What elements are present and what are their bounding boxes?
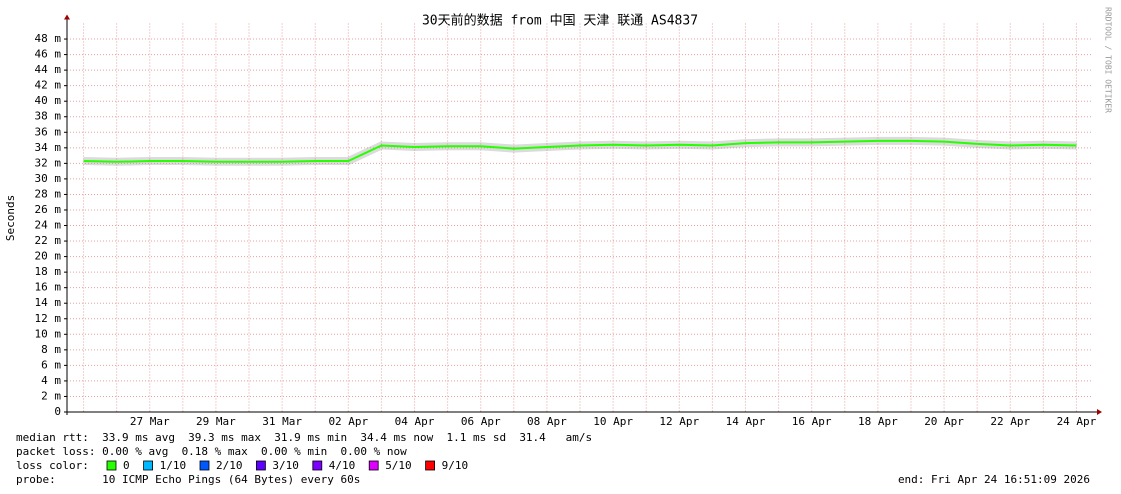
y-tick-label: 26 m	[35, 203, 62, 216]
loss-swatch	[143, 460, 154, 471]
x-tick-label: 02 Apr	[328, 415, 368, 428]
loss-swatch	[312, 460, 323, 471]
x-tick-label: 27 Mar	[130, 415, 170, 428]
arrow	[64, 14, 70, 20]
y-tick-label: 30 m	[35, 172, 62, 185]
y-tick-label: 0	[54, 405, 61, 418]
loss-label: 2/10	[216, 459, 243, 472]
y-tick-label: 6 m	[41, 358, 61, 371]
x-tick-label: 08 Apr	[527, 415, 567, 428]
x-tick-label: 10 Apr	[593, 415, 633, 428]
x-tick-label: 29 Mar	[196, 415, 236, 428]
x-tick-label: 24 Apr	[1057, 415, 1097, 428]
loss-swatch	[425, 460, 436, 471]
y-tick-label: 38 m	[35, 110, 62, 123]
x-tick-label: 20 Apr	[924, 415, 964, 428]
loss-label: 1/10	[160, 459, 187, 472]
loss-label: 0	[123, 459, 130, 472]
y-tick-label: 16 m	[35, 281, 62, 294]
x-tick-label: 18 Apr	[858, 415, 898, 428]
y-tick-label: 14 m	[35, 296, 62, 309]
y-axis-label: Seconds	[4, 195, 17, 241]
y-tick-label: 46 m	[35, 48, 62, 61]
y-tick-label: 2 m	[41, 389, 61, 402]
y-tick-label: 12 m	[35, 312, 62, 325]
end-time: end: Fri Apr 24 16:51:09 2026	[898, 473, 1090, 486]
loss-label: 4/10	[329, 459, 356, 472]
y-tick-label: 28 m	[35, 187, 62, 200]
y-tick-label: 18 m	[35, 265, 62, 278]
loss-label: 5/10	[385, 459, 412, 472]
y-tick-label: 36 m	[35, 125, 62, 138]
x-tick-label: 06 Apr	[461, 415, 501, 428]
y-tick-label: 10 m	[35, 327, 62, 340]
y-tick-label: 20 m	[35, 250, 62, 263]
loss-label: 3/10	[272, 459, 299, 472]
loss-label: 9/10	[442, 459, 469, 472]
probe: probe: 10 ICMP Echo Pings (64 Bytes) eve…	[16, 473, 360, 486]
y-tick-label: 4 m	[41, 374, 61, 387]
series-line	[83, 139, 1077, 163]
y-tick-label: 34 m	[35, 141, 62, 154]
watermark: RRDTOOL / TOBI OETIKER	[1104, 7, 1113, 113]
y-tick-label: 42 m	[35, 79, 62, 92]
x-tick-label: 16 Apr	[792, 415, 832, 428]
chart-title: 30天前的数据 from 中国 天津 联通 AS4837	[422, 13, 698, 29]
x-tick-label: 14 Apr	[726, 415, 766, 428]
y-tick-label: 24 m	[35, 219, 62, 232]
loss-swatch	[368, 460, 379, 471]
x-tick-label: 31 Mar	[262, 415, 302, 428]
loss-title: loss color:	[16, 459, 89, 472]
y-tick-label: 48 m	[35, 32, 62, 45]
stats-line: median rtt: 33.9 ms avg 39.3 ms max 31.9…	[16, 431, 592, 444]
y-tick-label: 8 m	[41, 343, 61, 356]
x-tick-label: 12 Apr	[659, 415, 699, 428]
loss-swatch	[255, 460, 266, 471]
x-tick-label: 04 Apr	[395, 415, 435, 428]
y-tick-label: 22 m	[35, 234, 62, 247]
loss-swatch	[106, 460, 117, 471]
stats-line: packet loss: 0.00 % avg 0.18 % max 0.00 …	[16, 445, 407, 458]
x-tick-label: 22 Apr	[990, 415, 1030, 428]
y-tick-label: 32 m	[35, 156, 62, 169]
arrow	[1097, 409, 1102, 415]
y-tick-label: 44 m	[35, 63, 62, 76]
y-tick-label: 40 m	[35, 94, 62, 107]
loss-swatch	[199, 460, 210, 471]
